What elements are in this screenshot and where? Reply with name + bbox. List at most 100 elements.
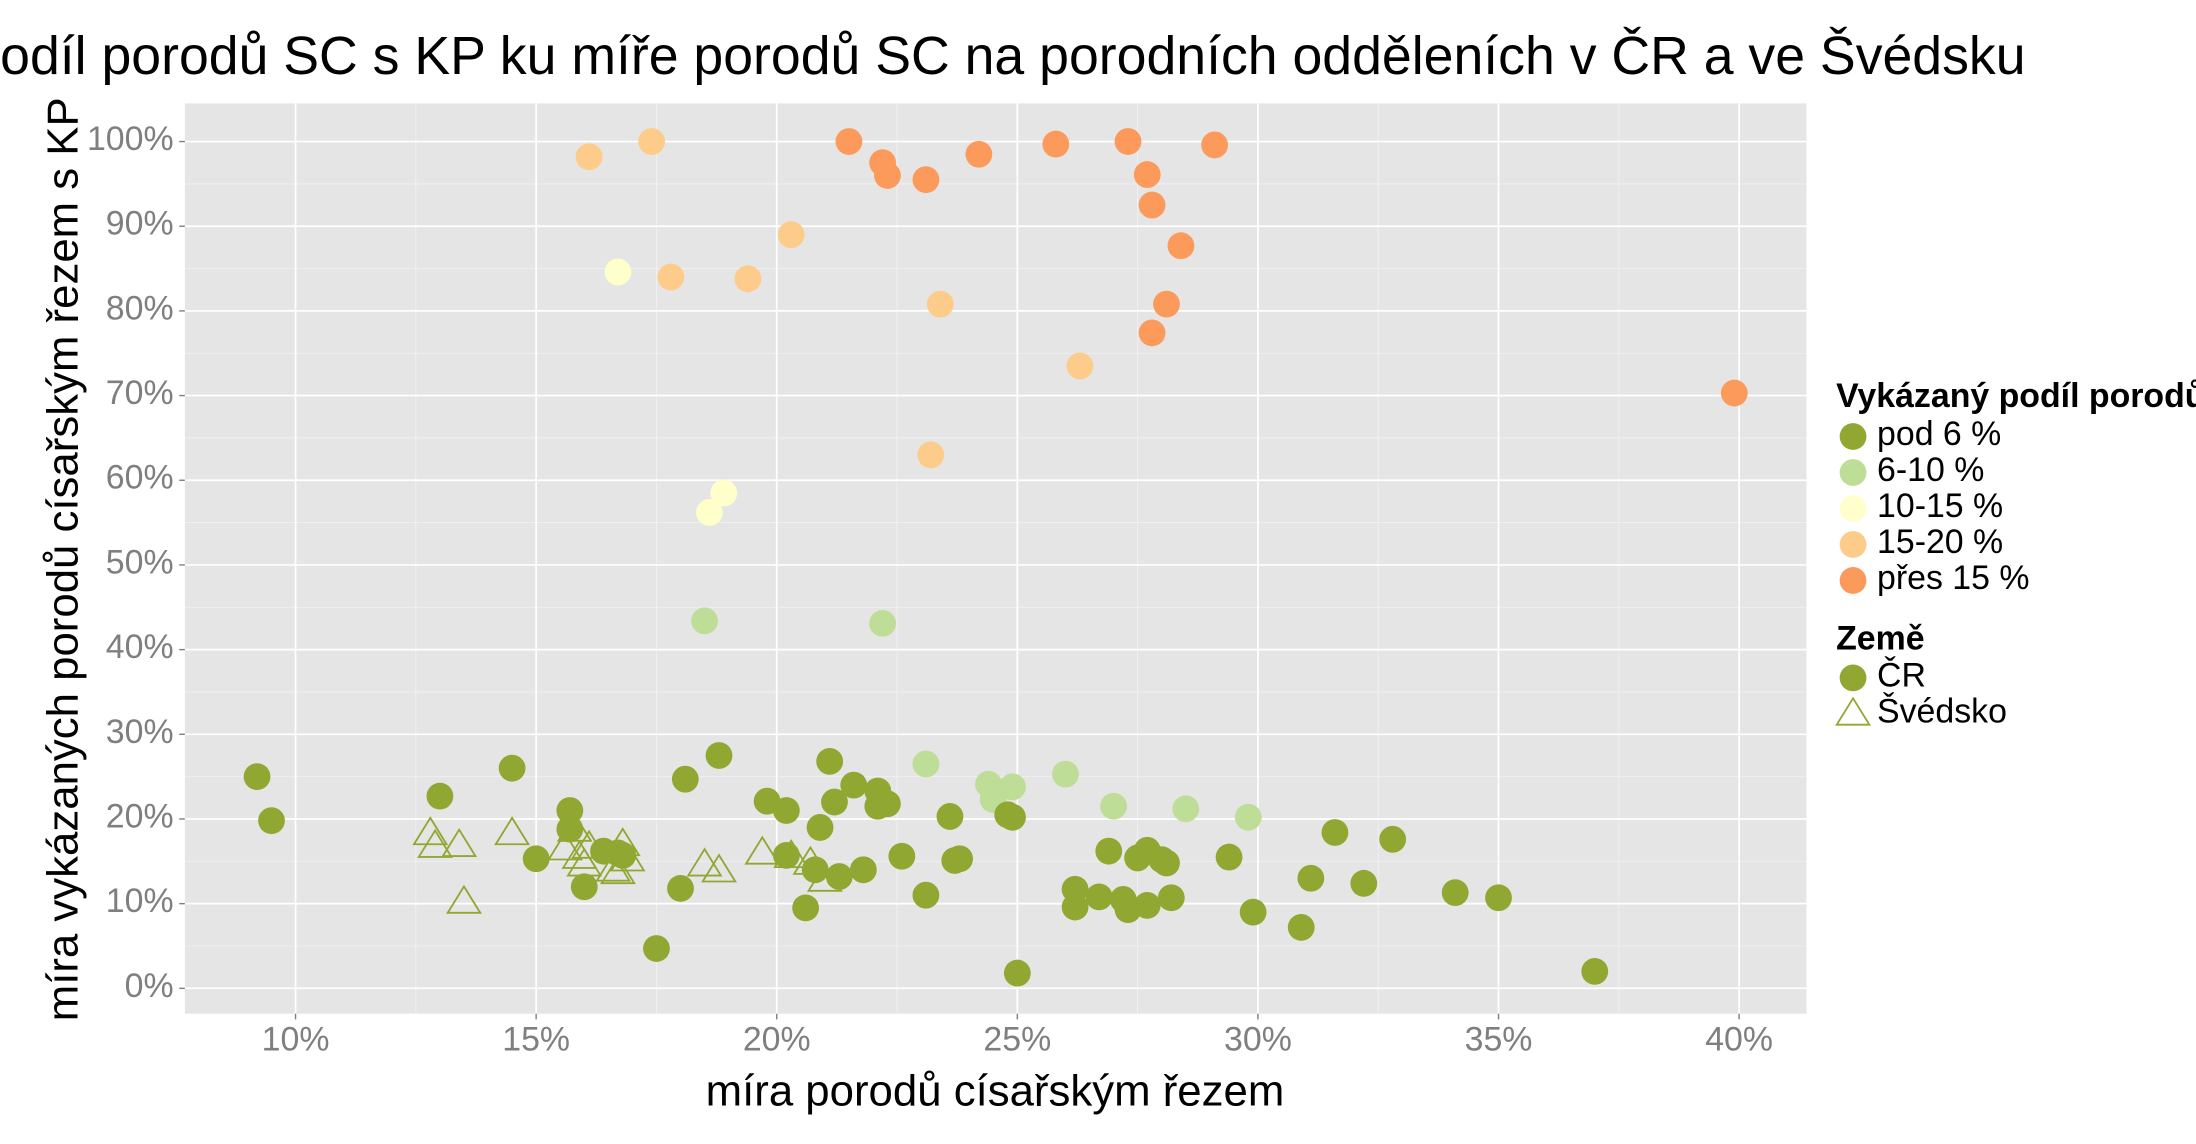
data-point-circle <box>1085 883 1113 911</box>
data-point-circle <box>575 143 603 171</box>
data-point-circle <box>912 881 940 909</box>
data-point-circle <box>1052 760 1079 788</box>
data-point-circle <box>1379 825 1407 853</box>
data-point-circle <box>1138 319 1166 347</box>
legend-color-swatch <box>1839 423 1867 450</box>
data-point-triangle <box>556 812 593 842</box>
data-point-circle <box>1201 131 1229 159</box>
legend-shape-swatch-circle <box>1839 664 1867 692</box>
data-point-circle <box>1133 891 1161 919</box>
data-point-circle <box>258 807 285 835</box>
data-point-circle <box>1215 843 1243 871</box>
data-point-circle <box>1720 379 1748 407</box>
data-point-circle <box>604 258 632 286</box>
grid-minor <box>184 103 1807 1014</box>
data-point-circle <box>1485 884 1512 912</box>
y-tick-label: 40% <box>106 628 174 666</box>
data-point-circle <box>1234 803 1262 831</box>
data-point-triangle <box>494 816 531 846</box>
x-tick-label: 20% <box>743 1020 811 1058</box>
x-axis-title: míra porodů císařským řezem <box>706 1066 1285 1115</box>
data-point-circle <box>926 290 954 318</box>
data-point-triangle <box>609 842 646 872</box>
data-point-triangle <box>571 829 608 859</box>
data-point-circle <box>874 162 901 189</box>
chart-title: Podíl porodů SC s KP ku míře porodů SC n… <box>0 26 2026 86</box>
data-point-circle <box>1138 191 1166 219</box>
data-point-circle <box>912 166 940 194</box>
data-point-circle <box>1239 898 1267 926</box>
y-tick-label: 60% <box>106 459 174 497</box>
data-point-circle <box>840 771 868 799</box>
data-point-triangle <box>412 816 449 846</box>
data-point-circle <box>1133 161 1161 188</box>
data-point-circle <box>946 845 973 873</box>
legend-color-title: Vykázaný podíl porodů KP <box>1836 377 2196 415</box>
plot-panel <box>184 103 1807 1014</box>
data-point-circle <box>835 128 863 155</box>
x-tick-label: 15% <box>502 1020 570 1058</box>
legend-color-label: 15-20 % <box>1877 523 2003 561</box>
points-layer <box>243 128 1748 987</box>
data-point-circle <box>1157 884 1185 912</box>
data-point-triangle <box>701 853 737 883</box>
data-point-circle <box>1172 795 1200 823</box>
data-point-circle <box>522 845 550 873</box>
data-point-circle <box>570 873 598 901</box>
data-point-circle <box>1095 837 1123 865</box>
x-tick-label: 25% <box>983 1020 1051 1058</box>
data-point-circle <box>825 863 853 890</box>
x-tick-label: 40% <box>1705 1020 1773 1058</box>
data-point-circle <box>691 607 718 635</box>
y-axis-title: míra vykázaných porodů císařským řezem s… <box>39 97 88 1021</box>
data-point-circle <box>912 750 940 778</box>
data-point-circle <box>936 803 964 830</box>
data-point-circle <box>734 265 762 293</box>
y-tick-label: 80% <box>106 289 174 327</box>
data-point-circle <box>777 221 805 249</box>
data-point-circle <box>849 856 877 884</box>
data-point-triangle <box>417 828 454 858</box>
data-point-circle <box>1153 290 1180 318</box>
data-point-circle <box>1167 232 1195 260</box>
data-point-triangle <box>806 862 843 892</box>
data-point-circle <box>801 856 829 884</box>
data-point-circle <box>426 782 454 810</box>
legend-color-label: 6-10 % <box>1877 451 1984 489</box>
y-tick-label: 70% <box>106 374 174 412</box>
data-point-circle <box>667 875 694 902</box>
legend-shape-label: Švédsko <box>1877 692 2007 730</box>
data-point-circle <box>816 747 844 775</box>
data-point-circle <box>792 894 820 922</box>
data-point-circle <box>705 742 733 769</box>
y-tick-label: 50% <box>106 543 174 581</box>
data-point-circle <box>243 763 271 791</box>
x-tick-label: 10% <box>262 1020 330 1058</box>
data-point-triangle <box>773 838 810 869</box>
data-point-circle <box>965 140 993 168</box>
data-point-circle <box>1287 913 1315 941</box>
data-point-triangle <box>547 831 583 861</box>
y-tick-label: 0% <box>125 967 174 1005</box>
data-point-circle <box>1066 352 1094 380</box>
y-axis-ticks: 0% 10% 20% 30% 40% 50% 60% 70% 80% 90% 100% <box>87 120 185 1005</box>
data-point-circle <box>1581 957 1609 985</box>
data-point-triangle <box>792 845 829 875</box>
legend-shape-swatch-triangle <box>1835 696 1871 726</box>
data-point-circle <box>772 841 800 869</box>
legend-color-label: 10-15 % <box>1877 487 2003 525</box>
data-point-circle <box>710 479 738 507</box>
data-point-circle <box>999 803 1026 831</box>
x-tick-label: 35% <box>1465 1020 1533 1058</box>
data-point-circle <box>498 754 526 782</box>
data-point-circle <box>643 935 670 962</box>
data-point-circle <box>657 263 685 291</box>
data-point-circle <box>917 441 945 469</box>
data-point-circle <box>1297 864 1325 892</box>
data-point-circle <box>671 765 699 793</box>
data-point-circle <box>772 797 800 824</box>
data-point-triangle <box>604 827 641 857</box>
legend-color-label: přes 15 % <box>1877 559 2029 597</box>
